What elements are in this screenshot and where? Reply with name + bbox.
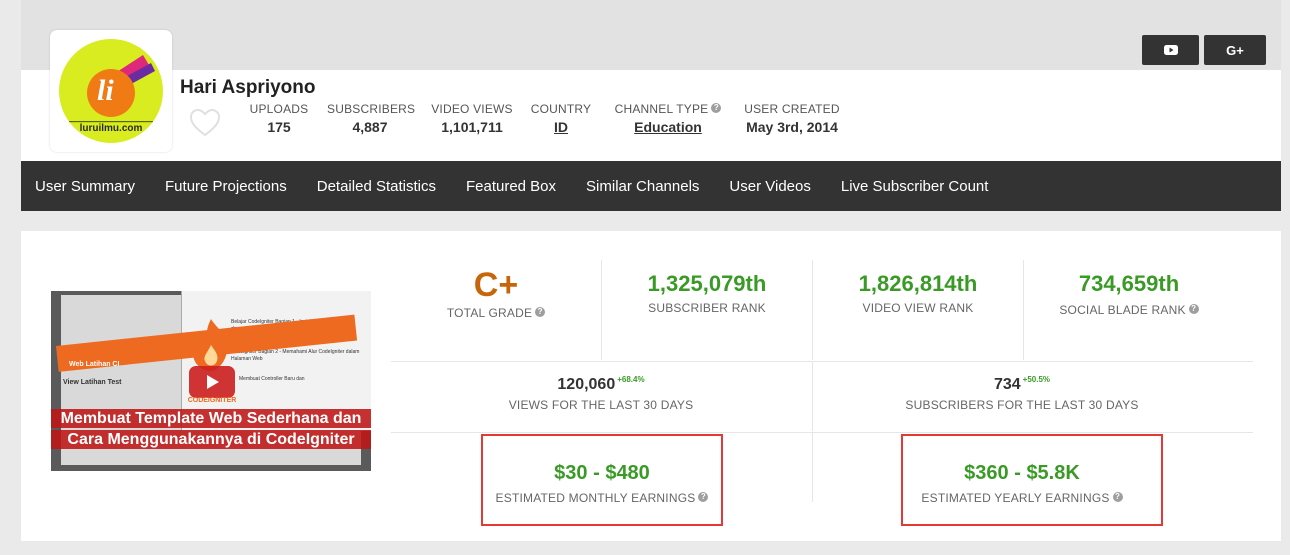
tab-user-videos[interactable]: User Videos xyxy=(729,177,811,195)
grade-value: C+ xyxy=(473,266,519,304)
thumb-list-3: Membuat Controller Baru dan xyxy=(239,376,305,382)
thumb-side-label-2: View Latihan Test xyxy=(63,379,122,386)
stat-value: 1,101,711 xyxy=(441,119,503,135)
google-plus-label: G+ xyxy=(1226,42,1244,58)
metric-label: SUBSCRIBER RANK xyxy=(648,301,766,315)
divider xyxy=(812,260,813,360)
metric-value: 734 xyxy=(993,376,1021,393)
stat-video-views: VIDEO VIEWS 1,101,711 xyxy=(431,102,513,135)
stat-label: COUNTRY xyxy=(530,102,592,116)
metric-label: ESTIMATED YEARLY EARNINGS xyxy=(921,491,1110,505)
thumb-caption-line-2: Cara Menggunakannya di CodeIgniter xyxy=(51,430,371,449)
play-icon xyxy=(207,375,219,389)
stat-label: CHANNEL TYPE xyxy=(614,102,709,116)
featured-video-thumbnail[interactable]: Belajar CodeIgniter Bagian 1 - Instalasi… xyxy=(51,291,371,471)
metric-label: VIEWS FOR THE LAST 30 DAYS xyxy=(508,398,694,412)
metric-value: $30 - $480 xyxy=(554,462,650,484)
channel-logo: li luruilmu.com xyxy=(59,39,163,143)
thumb-list-2: CodeIgniter Bagian 2 - Memahami Alur Cod… xyxy=(231,349,360,362)
channel-avatar[interactable]: li luruilmu.com xyxy=(50,30,172,152)
stat-label: SUBSCRIBERS xyxy=(327,102,416,116)
tab-featured-box[interactable]: Featured Box xyxy=(465,177,557,195)
stat-label: VIDEO VIEWS xyxy=(431,102,513,116)
divider xyxy=(812,432,813,502)
metric-label: SOCIAL BLADE RANK xyxy=(1059,303,1186,317)
tab-future-projections[interactable]: Future Projections xyxy=(165,177,287,195)
thumb-side-label-1: Web Latihan CI xyxy=(69,361,120,368)
tab-similar-channels[interactable]: Similar Channels xyxy=(586,177,700,195)
stat-label: UPLOADS xyxy=(249,102,309,116)
divider xyxy=(391,432,1253,433)
logo-caption: luruilmu.com xyxy=(79,123,143,134)
google-plus-button[interactable]: G+ xyxy=(1204,35,1266,65)
grade-label: TOTAL GRADE xyxy=(446,306,533,320)
divider xyxy=(601,260,602,360)
highlight-box xyxy=(481,434,723,526)
metric-subscriber-rank: 1,325,079th SUBSCRIBER RANK xyxy=(616,271,798,315)
metric-social-blade-rank: 734,659th SOCIAL BLADE RANK? xyxy=(1038,271,1220,317)
channel-nav: User Summary Future Projections Detailed… xyxy=(21,161,1281,211)
stat-subscribers: SUBSCRIBERS 4,887 xyxy=(327,102,416,135)
metric-label: SUBSCRIBERS FOR THE LAST 30 DAYS xyxy=(905,398,1139,412)
divider xyxy=(391,361,1253,362)
favorite-heart-icon[interactable] xyxy=(189,108,221,138)
metric-value: 1,826,814th xyxy=(858,271,978,296)
youtube-icon xyxy=(1163,45,1178,55)
metric-value: 120,060 xyxy=(557,376,616,393)
codeigniter-flame-icon xyxy=(193,319,228,371)
metric-label: VIDEO VIEW RANK xyxy=(862,301,974,315)
metric-yearly-earnings: $360 - $5.8K ESTIMATED YEARLY EARNINGS? xyxy=(903,462,1141,505)
stat-value: May 3rd, 2014 xyxy=(746,119,838,135)
header-info-band xyxy=(21,70,1281,161)
metric-value: 734,659th xyxy=(1078,271,1180,296)
stat-user-created: USER CREATED May 3rd, 2014 xyxy=(742,102,842,135)
change-badge: +50.5% xyxy=(1022,375,1051,384)
help-icon[interactable]: ? xyxy=(1112,492,1123,502)
metric-value: $360 - $5.8K xyxy=(964,462,1080,484)
help-icon[interactable]: ? xyxy=(535,307,546,317)
channel-type-link[interactable]: Education xyxy=(634,119,702,135)
stat-value: 4,887 xyxy=(352,119,388,135)
logo-letters: li xyxy=(97,74,114,107)
logo-graphic xyxy=(69,55,155,123)
metric-video-view-rank: 1,826,814th VIDEO VIEW RANK xyxy=(827,271,1009,315)
tab-detailed-statistics[interactable]: Detailed Statistics xyxy=(316,177,436,195)
youtube-play-button[interactable] xyxy=(189,366,235,398)
stat-country: COUNTRY ID xyxy=(530,102,592,135)
metric-label: ESTIMATED MONTHLY EARNINGS xyxy=(495,491,696,505)
help-icon[interactable]: ? xyxy=(1188,304,1199,314)
tab-live-subscriber-count[interactable]: Live Subscriber Count xyxy=(840,177,989,195)
thumb-caption-line-1: Membuat Template Web Sederhana dan xyxy=(51,409,371,428)
divider xyxy=(812,361,813,431)
help-icon[interactable]: ? xyxy=(711,103,722,113)
stat-label: USER CREATED xyxy=(744,102,840,116)
stat-value: 175 xyxy=(267,119,291,135)
help-icon[interactable]: ? xyxy=(698,492,709,502)
metric-views-30-days: 120,060 +68.4% VIEWS FOR THE LAST 30 DAYS xyxy=(421,375,781,412)
thumb-brand: CODEIGNITER xyxy=(187,397,237,404)
change-badge: +68.4% xyxy=(617,375,645,384)
header-top-band xyxy=(21,0,1281,70)
tab-user-summary[interactable]: User Summary xyxy=(35,177,136,195)
divider xyxy=(1023,260,1024,360)
channel-name: Hari Aspriyono xyxy=(180,77,316,98)
metric-total-grade: C+ TOTAL GRADE? xyxy=(406,266,586,320)
metric-subs-30-days: 734 +50.5% SUBSCRIBERS FOR THE LAST 30 DA… xyxy=(842,375,1202,412)
stat-uploads: UPLOADS 175 xyxy=(249,102,309,135)
highlight-box xyxy=(901,434,1163,526)
metric-value: 1,325,079th xyxy=(647,271,767,296)
stat-channel-type: CHANNEL TYPE? Education xyxy=(609,102,727,135)
country-link[interactable]: ID xyxy=(554,119,568,135)
metric-monthly-earnings: $30 - $480 ESTIMATED MONTHLY EARNINGS? xyxy=(483,462,721,505)
youtube-button[interactable] xyxy=(1142,35,1199,65)
